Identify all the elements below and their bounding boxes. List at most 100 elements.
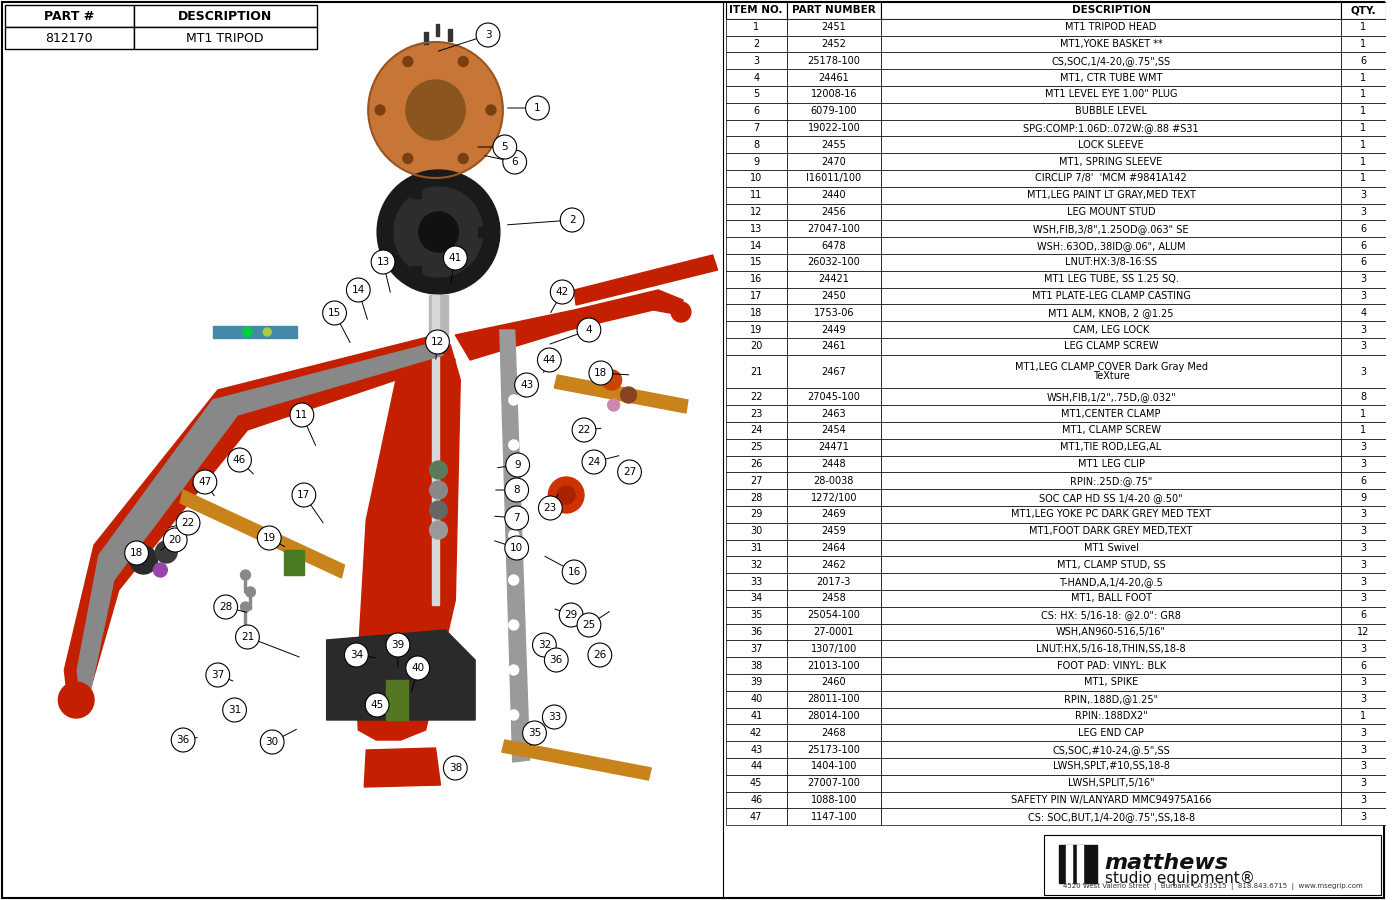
Circle shape — [171, 728, 195, 752]
Text: 30: 30 — [266, 737, 279, 747]
Text: MT1,CENTER CLAMP: MT1,CENTER CLAMP — [1061, 409, 1161, 419]
Bar — [725, 758, 787, 775]
Circle shape — [346, 278, 370, 302]
Text: 1: 1 — [535, 103, 540, 113]
Text: 6: 6 — [1361, 224, 1366, 234]
Bar — [1341, 607, 1386, 624]
Bar — [725, 742, 787, 758]
Text: 1307/100: 1307/100 — [811, 644, 857, 653]
Text: 1: 1 — [1361, 140, 1366, 149]
Text: 2468: 2468 — [822, 728, 846, 738]
Bar — [725, 69, 787, 86]
Bar — [1341, 271, 1386, 288]
Text: 2448: 2448 — [822, 459, 846, 469]
Bar — [787, 36, 881, 52]
Text: 26: 26 — [594, 650, 606, 660]
Text: 16: 16 — [750, 274, 763, 284]
Text: 35: 35 — [750, 610, 763, 620]
Bar — [787, 556, 881, 573]
Bar — [725, 355, 787, 389]
Bar — [881, 271, 1341, 288]
Bar — [725, 187, 787, 203]
Text: MT1,FOOT DARK GREY MED,TEXT: MT1,FOOT DARK GREY MED,TEXT — [1029, 526, 1193, 536]
Circle shape — [371, 250, 395, 274]
Circle shape — [560, 208, 584, 232]
Bar — [881, 758, 1341, 775]
Text: 3: 3 — [1361, 761, 1366, 771]
Text: 1: 1 — [1361, 174, 1366, 184]
Circle shape — [430, 461, 448, 479]
Circle shape — [164, 528, 188, 552]
Text: 39: 39 — [750, 678, 763, 688]
Text: 34: 34 — [750, 593, 763, 603]
Circle shape — [344, 643, 368, 667]
Text: 28014-100: 28014-100 — [808, 711, 860, 721]
Circle shape — [444, 246, 468, 270]
Bar — [725, 153, 787, 170]
Text: 28-0038: 28-0038 — [813, 476, 854, 486]
Circle shape — [525, 96, 549, 120]
Bar — [1341, 254, 1386, 271]
Text: 3: 3 — [1361, 593, 1366, 603]
Bar — [1341, 556, 1386, 573]
Text: 3: 3 — [1361, 341, 1366, 351]
Bar — [787, 775, 881, 792]
Bar — [787, 724, 881, 742]
Text: 8: 8 — [514, 485, 519, 495]
Bar — [787, 288, 881, 304]
Text: WSH,AN960-516,5/16": WSH,AN960-516,5/16" — [1056, 627, 1166, 637]
Bar — [787, 238, 881, 254]
Text: 1272/100: 1272/100 — [811, 492, 857, 502]
Bar — [386, 680, 407, 720]
Bar — [725, 506, 787, 523]
Bar — [881, 808, 1341, 825]
Text: CS,SOC,1/4-20,@.75",SS: CS,SOC,1/4-20,@.75",SS — [1051, 56, 1170, 66]
Text: 25: 25 — [582, 620, 595, 630]
Polygon shape — [501, 740, 651, 780]
Text: matthews: matthews — [1105, 853, 1229, 873]
Bar — [725, 607, 787, 624]
Text: 2470: 2470 — [822, 157, 846, 166]
Text: 36: 36 — [750, 627, 763, 637]
Text: 22: 22 — [182, 518, 195, 528]
Text: 1: 1 — [1361, 711, 1366, 721]
Text: 12: 12 — [750, 207, 763, 217]
Bar — [725, 120, 787, 137]
Text: 2467: 2467 — [822, 366, 846, 376]
Circle shape — [508, 485, 518, 495]
Circle shape — [508, 665, 518, 675]
Bar — [431, 295, 440, 605]
Text: 3: 3 — [1361, 795, 1366, 805]
Bar — [1341, 707, 1386, 724]
Text: 43: 43 — [519, 380, 533, 390]
Circle shape — [508, 710, 518, 720]
Text: 3: 3 — [1361, 291, 1366, 301]
Text: 3: 3 — [1361, 509, 1366, 519]
Bar — [881, 556, 1341, 573]
Text: 43: 43 — [750, 744, 763, 754]
Bar — [787, 69, 881, 86]
Bar — [1341, 304, 1386, 321]
Bar — [881, 607, 1341, 624]
Polygon shape — [77, 345, 444, 688]
Text: 44: 44 — [543, 355, 556, 365]
Text: 4520 West Valerio Street  |  Burbank CA 91515  |  818.843.6715  |  www.msegrip.c: 4520 West Valerio Street | Burbank CA 91… — [1063, 884, 1362, 890]
Circle shape — [602, 370, 622, 390]
Bar — [725, 674, 787, 691]
Text: 28: 28 — [218, 602, 232, 612]
Bar — [1341, 288, 1386, 304]
Text: MT1, SPIKE: MT1, SPIKE — [1084, 678, 1138, 688]
Circle shape — [406, 656, 430, 680]
Bar — [1341, 153, 1386, 170]
Bar — [1341, 540, 1386, 556]
Circle shape — [241, 570, 251, 580]
Text: 22: 22 — [577, 425, 591, 435]
Text: 32: 32 — [750, 560, 763, 570]
Text: 2450: 2450 — [822, 291, 846, 301]
Text: 25: 25 — [750, 442, 763, 452]
Text: WSH:.63OD,.38ID@.06", ALUM: WSH:.63OD,.38ID@.06", ALUM — [1037, 240, 1186, 250]
Text: 1753-06: 1753-06 — [813, 308, 854, 318]
Text: 39: 39 — [391, 640, 405, 650]
Text: 24: 24 — [750, 426, 763, 436]
Polygon shape — [500, 330, 529, 762]
